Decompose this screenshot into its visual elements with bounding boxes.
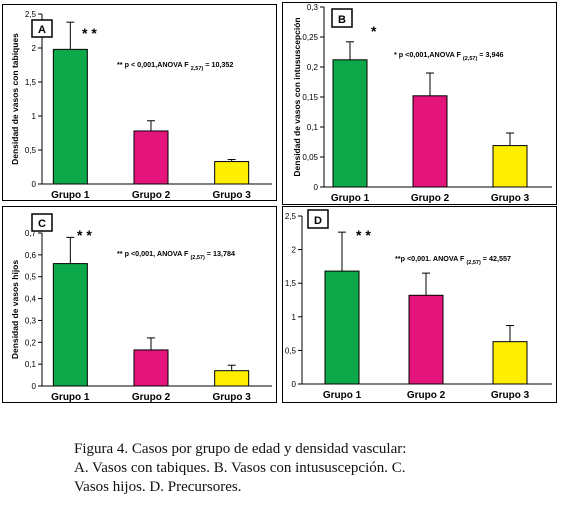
chart-c-svg: 0 0,1 0,2 0,3 0,4 0,5 0,6 0,7 Densidad de vasos … [2, 206, 277, 403]
panel-label-box [331, 8, 353, 28]
panel-frame [282, 2, 557, 205]
y-tick-label: 1 [32, 112, 37, 121]
panel-label: B [338, 14, 346, 26]
x-tick-label: Grupo 2 [132, 392, 171, 403]
x-tick-label: Grupo 1 [51, 190, 90, 201]
y-tick-label: 0,3 [307, 3, 319, 12]
chart-panel-c: 0 0,1 0,2 0,3 0,4 0,5 0,6 0,7 Densidad de vasos … [2, 206, 277, 404]
bar-2 [133, 130, 169, 185]
y-tick-label: 0,7 [25, 229, 37, 238]
panel-label-box [31, 213, 53, 232]
panel-label-box [31, 19, 53, 38]
y-tick-label: 0,3 [25, 316, 37, 325]
x-tick-label: Grupo 3 [212, 190, 251, 201]
figure-caption: Figura 4. Casos por grupo de edad y dens… [74, 440, 544, 497]
bar-2 [408, 294, 444, 385]
significance-marker: * * [77, 227, 92, 243]
y-axis-title: Densidad de vasos hijos [10, 260, 20, 359]
chart-b-svg: 0 0,05 0,1 0,15 0,2 0,25 0,3 Densidad de vasos … [282, 2, 557, 205]
y-tick-label: 0 [32, 180, 37, 189]
y-tick-label: 0,2 [25, 338, 37, 347]
y-tick-label: 0,2 [307, 63, 319, 72]
y-tick-label: 2,5 [25, 10, 37, 19]
x-tick-label: Grupo 2 [132, 190, 171, 201]
panel-label: C [38, 218, 46, 230]
chart-panel-a: 0 0,5 1 1,5 2 2,5 Densidad de vasos con tabiqu… [2, 4, 277, 202]
y-tick-label: 0 [314, 183, 319, 192]
bar-3 [492, 145, 528, 188]
stat-value: = 42,557 [481, 254, 511, 263]
caption-line-1: Figura 4. Casos por grupo de edad y dens… [74, 441, 407, 457]
y-tick-label: 2,5 [285, 212, 297, 221]
chart-panel-b: 0 0,05 0,1 0,15 0,2 0,25 0,3 Densidad de vasos … [282, 2, 557, 206]
x-tick-label: Grupo 1 [331, 193, 370, 204]
stat-annotation: * p <0,001,ANOVA F (2,57) = 3,946 [394, 50, 503, 62]
x-tick-label: Grupo 3 [212, 392, 251, 403]
x-tick-label: Grupo 2 [407, 390, 446, 401]
bar-1 [332, 59, 368, 188]
y-tick-label: 0,5 [25, 146, 37, 155]
bar-3 [492, 341, 528, 385]
panel-frame [2, 4, 277, 201]
y-tick-label: 1,5 [285, 279, 297, 288]
bar-1 [52, 263, 88, 387]
stat-value: = 10,352 [203, 60, 233, 69]
bar-2 [133, 349, 169, 387]
panel-label: D [314, 215, 322, 227]
stat-subscript: (2,57) [466, 260, 481, 266]
caption-line-2: A. Vasos con tabiques. B. Vasos con intu… [74, 460, 406, 476]
y-tick-label: 2 [32, 44, 37, 53]
significance-marker: * * [356, 227, 371, 243]
y-tick-label: 0,4 [25, 295, 37, 304]
y-axis-title: Densidad de vasos con intususcepción [292, 17, 302, 176]
x-tick-label: Grupo 3 [491, 390, 530, 401]
bar-2 [412, 95, 448, 188]
significance-marker: * * [82, 25, 97, 41]
chart-a-svg: 0 0,5 1 1,5 2 2,5 Densidad de vasos con tabiqu… [2, 4, 277, 201]
stat-annotation: ** p < 0,001,ANOVA F 2,57) = 10,352 [117, 60, 233, 72]
panel-frame [282, 206, 557, 403]
panel-label-box [307, 209, 329, 229]
x-tick-label: Grupo 3 [491, 193, 530, 204]
y-tick-label: 2 [292, 246, 297, 255]
y-tick-label: 0,15 [302, 93, 318, 102]
y-tick-label: 0,5 [25, 273, 37, 282]
bar-1 [52, 48, 88, 185]
stat-subscript: (2,57) [463, 56, 478, 62]
x-tick-label: Grupo 2 [411, 193, 450, 204]
stat-value: = 3,946 [477, 50, 503, 59]
y-tick-label: 1 [292, 313, 297, 322]
caption-line-3: Vasos hijos. D. Precursores. [74, 479, 242, 495]
y-axis-title: Densidad de vasos con tabiques [10, 33, 20, 165]
stat-annotation: **p <0,001. ANOVA F (2,57) = 42,557 [395, 254, 511, 266]
y-tick-label: 0,6 [25, 251, 37, 260]
y-tick-label: 0 [32, 382, 37, 391]
panel-frame [2, 206, 277, 403]
y-tick-label: 0,1 [307, 123, 319, 132]
stat-value: = 13,784 [205, 249, 235, 258]
stat-subscript: (2,57) [190, 255, 205, 261]
y-tick-label: 0,5 [285, 346, 297, 355]
bar-3 [214, 370, 250, 387]
bar-3 [214, 161, 250, 185]
y-tick-label: 0,1 [25, 360, 37, 369]
y-tick-label: 0,25 [302, 33, 318, 42]
y-tick-label: 0,05 [302, 153, 318, 162]
y-tick-label: 1,5 [25, 78, 37, 87]
y-tick-label: 0 [292, 380, 297, 389]
stat-subscript: 2,57) [191, 66, 204, 72]
significance-marker: * [371, 23, 377, 39]
x-tick-label: Grupo 1 [51, 392, 90, 403]
panel-label: A [38, 24, 46, 36]
stat-annotation: ** p <0,001, ANOVA F (2,57) = 13,784 [117, 249, 235, 261]
x-tick-label: Grupo 1 [323, 390, 362, 401]
bar-1 [324, 270, 360, 385]
